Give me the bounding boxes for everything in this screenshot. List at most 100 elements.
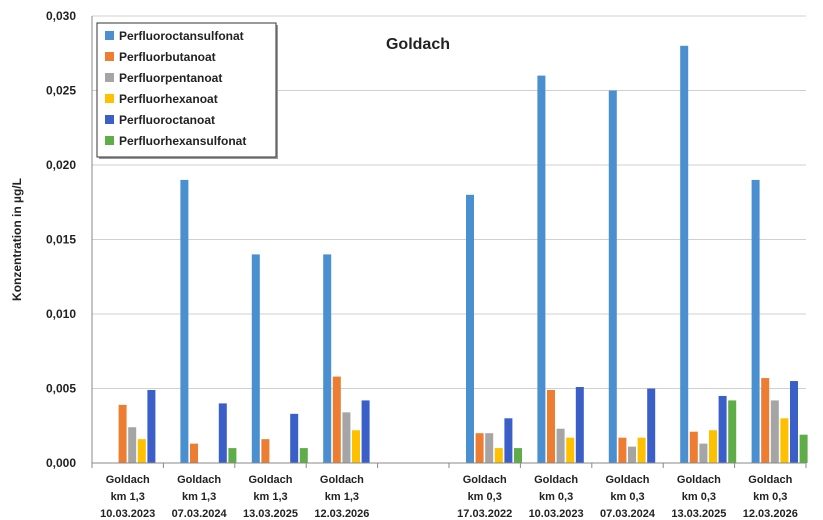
x-category-label: 10.03.2023	[100, 508, 155, 520]
bar	[361, 400, 370, 463]
x-category-label: km 0,3	[468, 491, 502, 503]
x-category-label: Goldach	[106, 474, 150, 486]
bar	[147, 389, 156, 463]
bar	[566, 437, 575, 463]
bar	[637, 437, 646, 463]
bar	[770, 400, 779, 463]
legend-swatch	[105, 31, 114, 40]
bar	[485, 433, 494, 463]
x-category-label: 12.03.2026	[743, 508, 798, 520]
x-category-label: km 0,3	[682, 491, 716, 503]
bar	[323, 254, 332, 463]
bar	[342, 412, 351, 463]
bar	[718, 395, 727, 463]
x-category-label: km 1,3	[325, 491, 359, 503]
chart-title: Goldach	[386, 36, 450, 53]
x-category-label: Goldach	[463, 474, 507, 486]
legend-label: Perfluorhexansulfonat	[119, 134, 246, 148]
bar	[689, 431, 698, 463]
legend-label: Perfluorpentanoat	[119, 71, 222, 85]
legend-swatch	[105, 52, 114, 61]
x-category-label: Goldach	[605, 474, 649, 486]
x-category-label: 17.03.2022	[457, 508, 512, 520]
y-tick-labels: 0,000 0,005 0,010 0,015 0,020 0,025 0,030	[46, 9, 76, 470]
x-category-label: km 0,3	[753, 491, 787, 503]
bar	[537, 75, 546, 463]
bar	[647, 388, 656, 463]
x-category-label: 10.03.2023	[529, 508, 584, 520]
y-axis-title: Konzentration in µg/L	[10, 178, 24, 301]
axes	[91, 16, 807, 468]
bar	[780, 418, 789, 463]
bar	[251, 254, 260, 463]
y-tick-label: 0,005	[46, 382, 76, 396]
legend-swatch	[105, 73, 114, 82]
bar	[618, 437, 627, 463]
bar	[261, 439, 270, 463]
legend-swatch	[105, 115, 114, 124]
x-category-label: Goldach	[320, 474, 364, 486]
legend-box	[96, 22, 277, 158]
x-category-label: km 1,3	[111, 491, 145, 503]
x-category-label: Goldach	[677, 474, 721, 486]
legend-label: Perfluorhexanoat	[119, 92, 218, 106]
bar	[475, 433, 484, 463]
x-category-label: Goldach	[177, 474, 221, 486]
y-tick-label: 0,030	[46, 9, 76, 23]
bar	[751, 179, 760, 463]
x-category-label: km 1,3	[253, 491, 287, 503]
bar	[466, 194, 474, 464]
x-category-labels: Goldach km 1,3 10.03.2023 Goldach km 1,3 07.0…	[100, 474, 798, 520]
bar	[709, 430, 717, 463]
y-tick-label: 0,025	[46, 84, 76, 98]
x-category-label: Goldach	[748, 474, 792, 486]
bar	[575, 387, 584, 463]
x-category-label: 07.03.2024	[172, 508, 228, 520]
bar	[218, 403, 227, 463]
legend: Perfluoroctansulfonat Perfluorbutanoat Per…	[96, 22, 278, 159]
x-category-label: km 1,3	[182, 491, 216, 503]
bar	[761, 378, 770, 463]
bars	[118, 45, 808, 464]
bar	[628, 446, 636, 463]
legend-label: Perfluorbutanoat	[119, 50, 216, 64]
y-tick-label: 0,010	[46, 307, 76, 321]
x-category-label: Goldach	[248, 474, 292, 486]
bar	[190, 443, 198, 463]
bar	[228, 448, 237, 463]
legend-swatch	[105, 94, 114, 103]
x-category-label: 13.03.2025	[243, 508, 298, 520]
bar	[180, 179, 189, 463]
bar	[728, 400, 737, 463]
bar	[128, 427, 137, 463]
bar	[608, 90, 617, 463]
x-category-label: km 0,3	[610, 491, 644, 503]
bar	[494, 448, 503, 463]
bar	[290, 413, 299, 463]
bar	[680, 45, 689, 464]
bar	[118, 404, 127, 463]
bar	[137, 439, 146, 463]
bar	[547, 389, 555, 463]
y-tick-label: 0,020	[46, 158, 76, 172]
y-tick-label: 0,015	[46, 233, 76, 247]
x-category-label: 13.03.2025	[671, 508, 726, 520]
bar	[699, 443, 708, 463]
bar	[332, 376, 341, 463]
x-category-label: 12.03.2026	[314, 508, 369, 520]
bar	[790, 381, 798, 463]
bar	[504, 418, 513, 463]
bar	[352, 430, 360, 463]
x-category-label: km 0,3	[539, 491, 573, 503]
bar	[799, 434, 808, 463]
legend-label: Perfluoroctanoat	[119, 113, 215, 127]
bar	[299, 448, 308, 463]
legend-label: Perfluoroctansulfonat	[119, 29, 244, 43]
legend-swatch	[105, 136, 114, 145]
y-tick-label: 0,000	[46, 456, 76, 470]
bar	[556, 428, 565, 463]
x-category-label: 07.03.2024	[600, 508, 656, 520]
x-category-label: Goldach	[534, 474, 578, 486]
bar	[514, 448, 522, 463]
